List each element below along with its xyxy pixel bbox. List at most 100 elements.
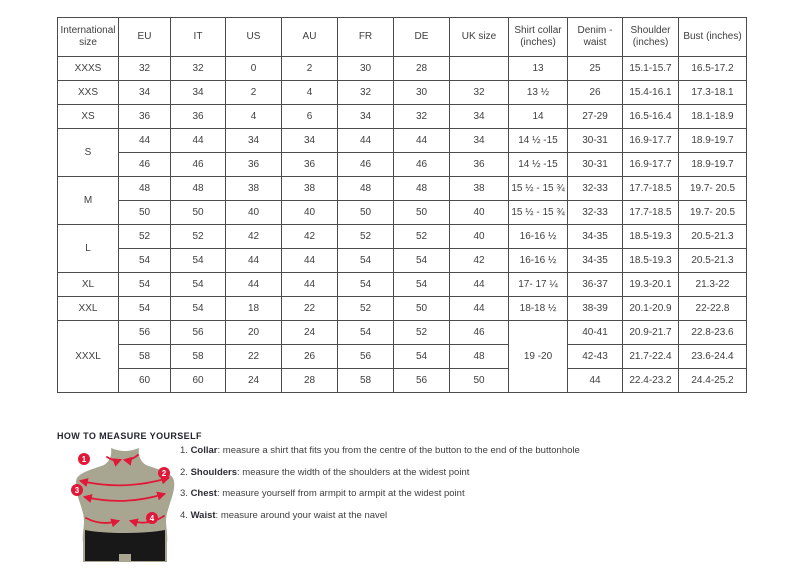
table-cell: 50 [393,200,450,225]
table-cell: 16.5-17.2 [678,56,747,81]
table-row: M 48 48 38 38 48 48 38 15 ½ - 15 ¾ 32-33 17.7-18.5… [57,176,747,225]
table-cell: 34 [225,128,282,153]
shoulders-measure-arrow [78,475,171,487]
table-cell: 50 [118,200,171,225]
table-cell: 46 [393,152,450,177]
waist-measure-arrow [85,517,121,528]
table-cell: 54 [337,248,394,273]
column-header: International size [57,17,119,57]
table-cell: 4 [225,104,282,129]
table-cell: 13 ½ [508,80,568,105]
table-cell: 40 [225,200,282,225]
table-cell: 14 ½ -15 [508,128,568,153]
table-cell: 46 [118,152,171,177]
step-label: Chest [190,488,217,499]
table-cell: 30 [337,56,394,81]
table-cell: 44 [449,272,509,297]
table-header-row: International size EU IT US AU FR DE UK size Shi… [57,17,747,57]
collar-measure-arrow [122,454,139,466]
table-cell: 30-31 [567,128,623,153]
table-cell: 44 [118,128,171,153]
table-cell: 32 [393,104,450,129]
measure-step: 2. Shoulders: measure the width of the s… [180,467,740,489]
measure-figure: 1 2 3 4 [60,443,190,565]
table-cell: 15.4-16.1 [622,80,679,105]
table-cell: 22 [225,344,282,369]
table-cell: 26 [567,80,623,105]
table-cell: 56 [393,368,450,393]
table-row: XXXS 32 32 0 2 30 28 13 25 15.1-15.7 16.5-17.2 [57,56,747,81]
international-size-cell: XXXS [57,56,119,81]
table-cell: 20.1-20.9 [622,296,679,321]
shorts-silhouette [85,530,165,561]
table-cell: 40-41 [567,320,623,345]
table-cell: 42 [281,224,338,249]
column-header: UK size [449,17,509,57]
step-text: : measure around your waist at the navel [215,509,388,521]
table-cell: 54 [170,272,226,297]
measure-step: 3. Chest: measure yourself from armpit t… [180,488,740,510]
table-cell: 13 [508,56,568,81]
table-cell: 22.4-23.2 [622,368,679,393]
table-cell: 44 [281,272,338,297]
table-row: 60 60 24 28 58 56 50 44 22.4-23.2 24.4-25.2 [58,368,747,393]
international-size-cell: L [57,224,119,273]
step-text: : measure the width of the shoulders at … [237,466,470,478]
column-header: IT [170,17,226,57]
international-size-cell: XXS [57,80,119,105]
column-header: Shoulder (inches) [622,17,679,57]
table-cell: 40 [449,224,509,249]
table-cell: 44 [567,368,623,393]
table-cell: 42 [449,248,509,273]
table-cell: 52 [170,224,226,249]
table-cell: 36 [118,104,171,129]
table-row: XXS 34 34 2 4 32 30 32 13 ½ 26 15.4-16.1 17.3-18.1 [57,80,747,105]
badge-1-circle [78,453,90,465]
badge-3-circle [71,484,83,496]
table-cell: 28 [393,56,450,81]
table-cell: 18 [225,296,282,321]
table-cell: 54 [337,272,394,297]
table-cell: 4 [281,80,338,105]
table-cell: 32-33 [567,176,623,201]
table-cell: 56 [118,320,171,345]
table-cell: 38 [225,176,282,201]
table-cell: 2 [281,56,338,81]
table-cell: 19.3-20.1 [622,272,679,297]
table-cell: 34 [118,80,171,105]
table-cell: 34 [449,104,509,129]
badge-2-circle [158,467,170,479]
table-row: L 52 52 42 42 52 52 40 16-16 ½ 34-35 18.5-19.3 20.5… [57,224,747,273]
table-cell: 48 [337,176,394,201]
table-cell: 48 [170,176,226,201]
table-row: 50 50 40 40 50 50 40 15 ½ - 15 ¾ 32-33 17.7-18.5 1… [58,200,747,225]
table-cell: 21.3-22 [678,272,747,297]
table-cell: 20.5-21.3 [678,224,747,249]
step-label: Waist [190,509,216,521]
table-cell: 28 [281,368,338,393]
table-cell: 50 [170,200,226,225]
table-cell: 34-35 [567,248,623,273]
table-cell: 44 [170,128,226,153]
column-header: FR [337,17,394,57]
table-row: S 44 44 34 34 44 44 34 14 ½ -15 30-31 16.9-17.7 18.… [57,128,747,177]
table-cell: 32-33 [567,200,623,225]
step-text: : measure yourself from armpit to armpit… [216,488,465,499]
international-size-cell: M [57,176,119,225]
table-cell: 18-18 ½ [508,296,568,321]
table-cell: 48 [393,176,450,201]
chest-measure-arrow [82,491,167,503]
table-cell: 30-31 [567,152,623,177]
table-cell: 15 ½ - 15 ¾ [508,176,568,201]
column-header: Bust (inches) [678,17,747,57]
table-cell: 34 [281,128,338,153]
international-size-cell: XS [57,104,119,129]
table-cell: 20 [225,320,282,345]
table-cell: 54 [170,296,226,321]
table-cell: 56 [170,320,226,345]
table-cell: 54 [118,272,171,297]
table-cell: 38 [449,176,509,201]
step-number: 3. [180,488,191,499]
table-cell: 42 [225,224,282,249]
table-cell: 52 [393,320,450,345]
